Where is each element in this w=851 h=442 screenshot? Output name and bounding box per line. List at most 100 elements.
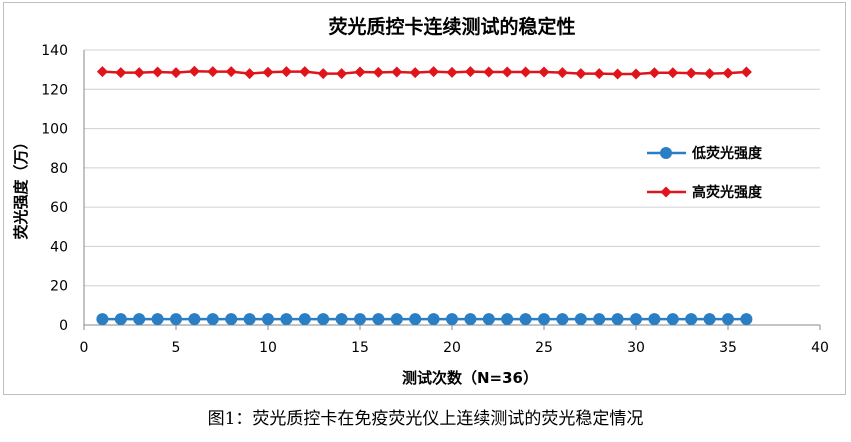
data-point xyxy=(575,68,587,80)
data-point xyxy=(740,313,753,326)
data-point xyxy=(574,313,587,326)
data-point xyxy=(427,313,440,326)
data-point xyxy=(464,313,477,326)
data-point xyxy=(611,313,624,326)
data-point xyxy=(630,68,642,80)
x-axis-label: 测试次数（N=36） xyxy=(402,369,538,387)
data-point xyxy=(207,66,219,78)
data-point xyxy=(482,313,495,326)
legend-label: 高荧光强度 xyxy=(692,184,763,201)
y-tick-label: 120 xyxy=(41,82,68,98)
x-tick-label: 10 xyxy=(259,340,277,356)
y-tick-label: 100 xyxy=(41,122,68,138)
data-point xyxy=(630,313,642,326)
data-point xyxy=(722,313,734,326)
x-tick-label: 0 xyxy=(80,340,89,356)
data-point xyxy=(722,67,734,79)
data-point xyxy=(501,313,514,326)
data-point xyxy=(372,313,385,326)
data-point xyxy=(685,67,697,79)
data-point xyxy=(446,66,458,78)
data-point xyxy=(115,67,127,79)
data-series xyxy=(96,65,753,326)
figure-caption: 图1：荧光质控卡在免疫荧光仪上连续测试的荧光稳定情况 xyxy=(207,409,644,429)
data-point xyxy=(354,66,366,78)
data-point xyxy=(483,66,495,78)
data-point xyxy=(96,66,108,78)
data-point xyxy=(428,66,440,78)
data-point xyxy=(133,67,145,79)
data-point xyxy=(225,313,238,326)
chart: 荧光质控卡连续测试的稳定性 0 20 40 60 80 100 120 140 0 5 10 15 2… xyxy=(12,15,829,387)
data-point xyxy=(188,313,201,326)
data-point xyxy=(612,68,624,80)
data-point xyxy=(704,68,716,80)
data-point xyxy=(170,67,182,79)
data-point xyxy=(170,313,182,326)
data-point xyxy=(685,313,698,326)
data-point xyxy=(262,313,274,326)
y-tick-label: 140 xyxy=(41,43,68,59)
legend-entry: 高荧光强度 xyxy=(647,184,763,201)
y-tick-label: 40 xyxy=(50,239,68,255)
data-point xyxy=(556,313,569,326)
data-point xyxy=(114,313,127,326)
data-point xyxy=(391,66,403,78)
data-point xyxy=(648,313,661,326)
data-point xyxy=(206,313,219,326)
data-point xyxy=(225,66,237,78)
x-tick-label: 40 xyxy=(811,340,829,356)
y-tick-label: 20 xyxy=(50,279,68,295)
data-point xyxy=(648,67,660,79)
data-point xyxy=(96,313,109,326)
data-point xyxy=(336,68,348,80)
y-tick-label: 60 xyxy=(50,200,68,216)
data-point xyxy=(464,66,476,78)
data-point xyxy=(446,313,458,326)
data-point xyxy=(298,313,311,326)
y-tick-label: 80 xyxy=(50,161,68,177)
data-point xyxy=(280,66,292,78)
data-point xyxy=(538,66,550,78)
x-axis-ticks: 0 5 10 15 20 25 30 35 40 xyxy=(80,340,829,356)
y-axis-ticks: 0 20 40 60 80 100 120 140 xyxy=(41,43,68,334)
data-point xyxy=(556,67,568,79)
x-tick-label: 30 xyxy=(627,340,645,356)
gridlines xyxy=(84,49,820,287)
data-point xyxy=(151,313,164,326)
data-point xyxy=(593,68,605,80)
data-point xyxy=(133,313,146,326)
data-point xyxy=(538,313,550,326)
data-point xyxy=(152,66,164,78)
series-1 xyxy=(96,313,753,326)
legend-marker xyxy=(660,147,672,159)
x-tick-label: 15 xyxy=(351,340,369,356)
data-point xyxy=(501,66,513,78)
x-tick-label: 5 xyxy=(172,340,181,356)
data-point xyxy=(390,313,403,326)
data-point xyxy=(519,313,532,326)
data-point xyxy=(317,313,330,326)
series-2 xyxy=(96,65,752,80)
data-point xyxy=(520,66,532,78)
x-tick-label: 25 xyxy=(535,340,553,356)
data-point xyxy=(409,67,421,79)
data-point xyxy=(188,65,200,77)
data-point xyxy=(280,313,293,326)
chart-title: 荧光质控卡连续测试的稳定性 xyxy=(328,15,575,38)
y-axis-label: 荧光强度（万） xyxy=(12,134,30,239)
data-point xyxy=(409,313,422,326)
data-point xyxy=(740,66,752,78)
data-point xyxy=(354,313,366,326)
x-tick-label: 20 xyxy=(443,340,461,356)
data-point xyxy=(667,67,679,79)
x-tick-label: 35 xyxy=(719,340,737,356)
data-point xyxy=(299,66,311,78)
data-point xyxy=(335,313,348,326)
data-point xyxy=(703,313,716,326)
data-point xyxy=(317,68,329,80)
data-point xyxy=(593,313,606,326)
chart-frame xyxy=(3,2,846,395)
data-point xyxy=(372,66,384,78)
